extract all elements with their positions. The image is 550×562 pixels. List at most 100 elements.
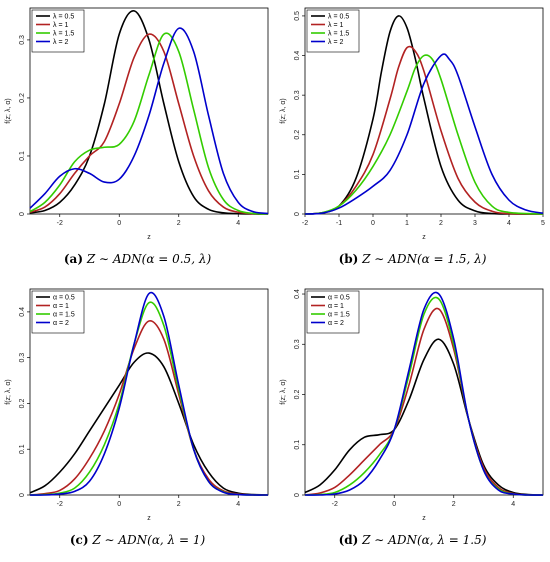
y-tick-label: 0.5 — [294, 11, 301, 21]
x-tick-label: 4 — [236, 220, 240, 227]
series-line-1 — [304, 338, 544, 496]
x-tick-label: 4 — [511, 501, 515, 508]
series-line-2 — [304, 45, 544, 215]
legend-label-2: α = 1 — [328, 303, 344, 310]
y-tick-label: 0.1 — [294, 440, 301, 450]
chart-svg-c: -2 0 2 400.10.20.30.4zf(z; λ, α)α = 0.5α = … — [5, 288, 269, 522]
legend-label-1: α = 0.5 — [328, 295, 350, 302]
plot-frame — [29, 288, 269, 496]
y-tick-label: 0.2 — [19, 93, 26, 103]
series-line-1 — [29, 352, 269, 496]
legend-label-4: λ = 2 — [53, 39, 68, 46]
caption-label-a: (a) — [63, 252, 84, 266]
y-axis-label: f(z; λ, α) — [5, 98, 12, 123]
x-tick-label: -1 — [336, 220, 342, 227]
y-tick-label: 0.2 — [19, 398, 26, 408]
series-line-1 — [304, 15, 544, 215]
caption-text-d: Z ∼ ADN(α, λ = 1.5) — [362, 533, 487, 547]
series-line-1 — [29, 10, 269, 215]
y-tick-label: 0.1 — [294, 169, 301, 179]
series-line-2 — [304, 307, 544, 496]
series-line-4 — [29, 27, 269, 215]
caption-label-c: (c) — [69, 533, 89, 547]
x-tick-label: 0 — [117, 220, 121, 227]
x-tick-label: 0 — [371, 220, 375, 227]
legend-label-3: α = 1.5 — [328, 312, 350, 319]
y-tick-label: 0.3 — [19, 35, 26, 45]
series-line-4 — [304, 291, 544, 496]
y-tick-label: 0.3 — [19, 353, 26, 363]
caption-text-a: Z ∼ ADN(α = 0.5, λ) — [86, 252, 212, 266]
y-tick-label: 0.2 — [294, 130, 301, 140]
x-axis-label: z — [422, 515, 426, 522]
caption-text-b: Z ∼ ADN(α = 1.5, λ) — [362, 252, 487, 266]
legend-label-3: λ = 1.5 — [53, 31, 74, 38]
y-tick-label: 0 — [19, 212, 26, 216]
y-axis-label: f(z; λ, α) — [280, 98, 287, 123]
x-axis-label: z — [147, 515, 151, 522]
y-tick-label: 0.3 — [294, 90, 301, 100]
plot-frame — [304, 7, 544, 215]
y-tick-label: 0 — [294, 212, 301, 216]
legend-label-1: λ = 0.5 — [328, 14, 349, 21]
chart-panel-b: -2 -1 0 1 2 3 4 5 0 0.1 0.2 0.3 0.4 0.5 z f(z; λ, α) λ =… — [275, 0, 550, 281]
caption-b: (b) Z ∼ ADN(α = 1.5, λ) — [275, 252, 550, 266]
y-tick-label: 0.4 — [294, 289, 301, 299]
legend-box — [31, 9, 85, 53]
plot-frame — [29, 7, 269, 215]
series-line-2 — [29, 33, 269, 215]
y-tick-label: 0.4 — [294, 51, 301, 61]
x-axis-label: z — [147, 234, 151, 241]
y-tick-label: 0.4 — [19, 307, 26, 317]
series-line-3 — [304, 54, 544, 215]
series-line-2 — [29, 320, 269, 496]
x-tick-label: 5 — [541, 220, 545, 227]
legend-label-4: α = 2 — [328, 320, 344, 327]
y-tick-label: 0.1 — [19, 444, 26, 454]
y-tick-label: 0 — [19, 493, 26, 497]
plot-frame — [304, 288, 544, 496]
chart-panel-a: -2 0 2 4 0 0.1 0.2 0.3 z f(z; λ, α) λ = 0.5 λ = 1 λ … — [0, 0, 275, 281]
legend-box — [31, 290, 85, 334]
x-tick-label: 0 — [117, 501, 121, 508]
y-tick-label: 0 — [294, 493, 301, 497]
y-tick-label: 0.1 — [19, 151, 26, 161]
caption-a: (a) Z ∼ ADN(α = 0.5, λ) — [0, 252, 275, 266]
legend-label-1: α = 0.5 — [53, 295, 75, 302]
x-tick-label: 3 — [473, 220, 477, 227]
legend-label-3: λ = 1.5 — [328, 31, 349, 38]
caption-d: (d) Z ∼ ADN(α, λ = 1.5) — [275, 533, 550, 547]
caption-label-d: (d) — [338, 533, 359, 547]
legend-label-2: α = 1 — [53, 303, 69, 310]
x-tick-label: 2 — [439, 220, 443, 227]
chart-panel-d: -2 0 2 4 0 0.1 0.2 0.3 0.4 z f(z; λ, α) α = 0.5 α = … — [275, 281, 550, 562]
x-tick-label: 4 — [507, 220, 511, 227]
x-tick-label: 1 — [405, 220, 409, 227]
series-line-3 — [29, 32, 269, 215]
x-tick-label: 4 — [236, 501, 240, 508]
x-axis-label: z — [422, 234, 426, 241]
x-tick-label: 2 — [452, 501, 456, 508]
x-tick-label: -2 — [57, 501, 63, 508]
y-tick-label: 0.2 — [294, 390, 301, 400]
x-tick-label: -2 — [57, 220, 63, 227]
x-tick-label: -2 — [332, 501, 338, 508]
y-axis-label: f(z; λ, α) — [5, 379, 12, 404]
y-tick-label: 0.3 — [294, 339, 301, 349]
legend-box — [306, 290, 360, 334]
x-tick-label: 2 — [177, 220, 181, 227]
series-line-4 — [304, 53, 544, 215]
y-axis-label: f(z; λ, α) — [280, 379, 287, 404]
legend-box — [306, 9, 360, 53]
caption-label-b: (b) — [338, 252, 359, 266]
chart-panel-c: -2 0 2 4 0 0.1 0.2 0.3 0.4 z f(z; λ, α) α = 0.5 α = … — [0, 281, 275, 562]
legend-label-2: λ = 1 — [328, 22, 343, 29]
chart-svg-d: -2 0 2 400.10.20.30.4zf(z; λ, α)α = 0.5α = … — [280, 288, 544, 522]
caption-text-c: Z ∼ ADN(α, λ = 1) — [92, 533, 206, 547]
x-tick-label: 2 — [177, 501, 181, 508]
legend-label-1: λ = 0.5 — [53, 14, 74, 21]
chart-svg-a: -2 0 2 4 0 0.1 0.2 0.3 z f(z; λ, α) λ = 0.5λ = 1 λ … — [5, 7, 269, 241]
x-tick-label: 0 — [392, 501, 396, 508]
legend-label-3: α = 1.5 — [53, 312, 75, 319]
x-tick-label: -2 — [302, 220, 308, 227]
